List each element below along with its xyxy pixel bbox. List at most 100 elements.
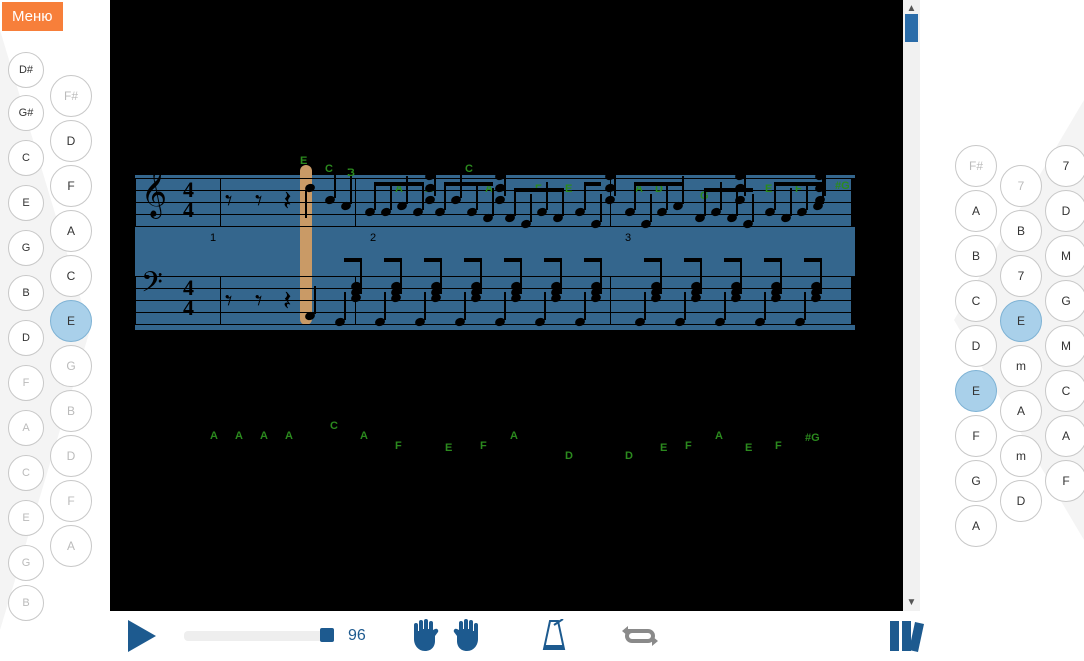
tempo-slider-thumb[interactable] [320,628,334,642]
note-name: E [660,442,667,454]
note-button-D[interactable]: D [8,320,44,356]
note-name: A [715,430,723,442]
note-name: D [625,450,633,462]
note-name: F [395,440,402,452]
bass-clef: 𝄢 [141,268,163,306]
time-signature-treble: 44 [183,180,194,220]
note-name: F [480,440,487,452]
note-name: A [210,430,218,442]
note-button-B[interactable]: B [8,585,44,621]
scroll-down-icon[interactable]: ▼ [903,594,920,611]
note-button-G[interactable]: G [8,545,44,581]
note-button-B[interactable]: B [955,235,997,277]
note-button-D[interactable]: D [50,435,92,477]
note-button-C[interactable]: C [8,140,44,176]
note-button-7[interactable]: 7 [1000,165,1042,207]
note-button-M[interactable]: M [1045,235,1084,277]
note-button-A[interactable]: A [50,210,92,252]
bass-staff: 𝄢 44 [135,276,855,324]
tempo-value: 96 [348,627,366,645]
note-button-F[interactable]: F [1045,460,1084,502]
note-button-Fsharp[interactable]: F# [955,145,997,187]
measure-number: 2 [370,232,376,244]
note-label: E [565,183,572,195]
note-button-A[interactable]: A [955,190,997,232]
note-button-7[interactable]: 7 [1045,145,1084,187]
note-name: A [285,430,293,442]
note-button-G[interactable]: G [8,230,44,266]
library-icon[interactable] [889,619,925,653]
note-button-F[interactable]: F [8,365,44,401]
measure-number: 3 [625,232,631,244]
note-button-m[interactable]: m [1000,345,1042,387]
note-button-C[interactable]: C [955,280,997,322]
measure-number: 1 [210,232,216,244]
note-button-Fsharp[interactable]: F# [50,75,92,117]
note-label: C [325,163,333,175]
note-button-B[interactable]: B [8,275,44,311]
note-button-G[interactable]: G [50,345,92,387]
note-button-m[interactable]: m [1000,435,1042,477]
note-button-F[interactable]: F [50,165,92,207]
note-button-D[interactable]: D [1000,480,1042,522]
note-button-E[interactable]: E [50,300,92,342]
barline [610,276,611,324]
note-button-E[interactable]: E [1000,300,1042,342]
vertical-scrollbar[interactable]: ▲ ▼ [903,0,920,611]
play-button[interactable] [128,620,156,652]
note-button-A[interactable]: A [1045,415,1084,457]
note-button-E[interactable]: E [8,500,44,536]
note-button-A[interactable]: A [955,505,997,547]
note-button-F[interactable]: F [50,480,92,522]
note-label: #G [835,180,850,192]
barline [135,178,136,226]
playback-toolbar: 96 [110,611,939,661]
note-button-C[interactable]: C [50,255,92,297]
note-button-E[interactable]: E [955,370,997,412]
note-button-A[interactable]: A [1000,390,1042,432]
note-button-D[interactable]: D [1045,190,1084,232]
treble-clef: 𝄞 [141,166,167,217]
time-signature-bass: 44 [183,278,194,318]
right-hand-icon[interactable] [451,619,481,653]
note-name: F [685,440,692,452]
barline [355,178,356,226]
note-button-E[interactable]: E [8,185,44,221]
note-name: C [330,420,338,432]
menu-button[interactable]: Меню [2,2,63,31]
note-button-B[interactable]: B [1000,210,1042,252]
barline [220,178,221,226]
note-button-Gsharp[interactable]: G# [8,95,44,131]
note-name: F [775,440,782,452]
note-button-G[interactable]: G [1045,280,1084,322]
left-hand-icon[interactable] [411,619,441,653]
scroll-thumb[interactable] [905,14,918,42]
note-name: D [565,450,573,462]
barline [135,276,136,324]
note-button-Dsharp[interactable]: D# [8,52,44,88]
loop-icon[interactable] [622,623,658,649]
note-button-C[interactable]: C [1045,370,1084,412]
note-button-C[interactable]: C [8,455,44,491]
note-name-row: AAAACAFEFADDEFAEF#G [190,420,870,455]
barline [220,276,221,324]
metronome-icon[interactable] [541,619,567,653]
note-name: A [260,430,268,442]
note-button-A[interactable]: A [8,410,44,446]
note-label: E [765,183,772,195]
note-button-B[interactable]: B [50,390,92,432]
note-name: E [445,442,452,454]
tempo-slider[interactable] [184,631,334,641]
note-button-7[interactable]: 7 [1000,255,1042,297]
note-button-A[interactable]: A [50,525,92,567]
note-button-D[interactable]: D [955,325,997,367]
note-button-G[interactable]: G [955,460,997,502]
note-name: A [510,430,518,442]
note-button-F[interactable]: F [955,415,997,457]
score-area: 𝄞 44 𝄢 44 123ECBAACAFEADGAEF#G𝄾𝄾𝄾𝄾𝄽𝄽 AAA… [110,0,920,611]
note-button-D[interactable]: D [50,120,92,162]
note-button-M[interactable]: M [1045,325,1084,367]
note-label: E [300,155,307,167]
note-label: C [465,163,473,175]
note-name: A [235,430,243,442]
